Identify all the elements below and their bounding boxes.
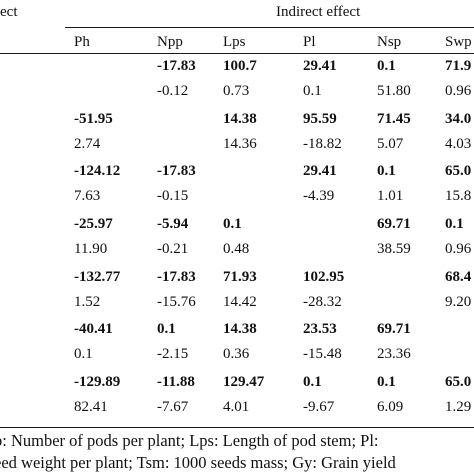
table-cell: -132.77 — [74, 269, 121, 285]
table-cell: 29.41 — [303, 163, 337, 179]
table-cell: -0.21 — [157, 241, 189, 257]
column-header-ph: Ph — [74, 34, 90, 50]
table-cell: 71.9 — [445, 58, 472, 74]
table-cell: -5.94 — [157, 216, 189, 232]
table-cell: 0.36 — [223, 346, 250, 362]
table-cell: 0.1 — [377, 58, 396, 74]
table-cell: 0.1 — [445, 216, 464, 232]
group-header-rule — [65, 27, 474, 28]
table-cell: -11.88 — [157, 374, 195, 390]
table-cell: 0.1 — [74, 346, 93, 362]
table-cell: 71.93 — [223, 269, 257, 285]
table-cell: 23.53 — [303, 321, 337, 337]
table-cell: 0.96 — [445, 241, 472, 257]
table-cell: -7.67 — [157, 399, 189, 415]
table-bottom-rule — [0, 427, 474, 428]
table-cell: 11.90 — [74, 241, 108, 257]
table-cell: 0.1 — [223, 216, 242, 232]
table-cell: -129.89 — [74, 374, 121, 390]
table-cell: 0.1 — [157, 321, 176, 337]
table-cell: 9.20 — [445, 294, 472, 310]
row-header-label: ect — [0, 4, 18, 20]
table-cell: 69.71 — [377, 321, 411, 337]
table-cell: 2.74 — [74, 136, 101, 152]
table-cell: -17.83 — [157, 58, 196, 74]
table-cell: -124.12 — [74, 163, 121, 179]
indirect-effect-header: Indirect effect — [276, 4, 361, 20]
table-cell: 0.1 — [377, 374, 396, 390]
header-bottom-rule — [0, 53, 474, 54]
table-cell: 51.80 — [377, 83, 411, 99]
table-cell: 15.8 — [445, 188, 472, 204]
table-cell: 95.59 — [303, 111, 337, 127]
table-cell: 65.0 — [445, 374, 472, 390]
table-cell: 14.38 — [223, 111, 257, 127]
table-cell: 1.29 — [445, 399, 472, 415]
table-cell: 0.1 — [377, 163, 396, 179]
table-cell: 6.09 — [377, 399, 404, 415]
table-cell: -15.76 — [157, 294, 196, 310]
table-cell: 1.52 — [74, 294, 101, 310]
table-cell: -17.83 — [157, 269, 196, 285]
table-cell: 65.0 — [445, 163, 472, 179]
table-cell: 0.1 — [303, 374, 322, 390]
table-cell: -2.15 — [157, 346, 189, 362]
table-cell: -0.15 — [157, 188, 189, 204]
table-cell: 4.01 — [223, 399, 250, 415]
footnote-line-2: eed weight per plant; Tsm: 1000 seeds ma… — [0, 453, 396, 472]
table-cell: 34.0 — [445, 111, 472, 127]
table-cell: -18.82 — [303, 136, 342, 152]
table-cell: 102.95 — [303, 269, 345, 285]
table-cell: 1.01 — [377, 188, 404, 204]
table-cell: 14.42 — [223, 294, 257, 310]
table-cell: 0.48 — [223, 241, 250, 257]
column-header-swp: Swp — [445, 34, 472, 50]
table-cell: 38.59 — [377, 241, 411, 257]
column-header-pl: Pl — [303, 34, 316, 50]
table-cell: 23.36 — [377, 346, 411, 362]
table-cell: 129.47 — [223, 374, 265, 390]
table-cell: -4.39 — [303, 188, 335, 204]
table-cell: 14.36 — [223, 136, 257, 152]
footnote-line-1: p: Number of pods per plant; Lps: Length… — [0, 431, 379, 450]
table-cell: 68.4 — [445, 269, 472, 285]
table-cell: -51.95 — [74, 111, 113, 127]
table-cell: 82.41 — [74, 399, 108, 415]
column-header-npp: Npp — [157, 34, 183, 50]
table-cell: 69.71 — [377, 216, 411, 232]
table-cell: -28.32 — [303, 294, 342, 310]
column-header-nsp: Nsp — [377, 34, 402, 50]
table-cell: -0.12 — [157, 83, 189, 99]
table-cell: -25.97 — [74, 216, 113, 232]
table-cell: 0.73 — [223, 83, 250, 99]
table-cell: -9.67 — [303, 399, 335, 415]
table-cell: -15.48 — [303, 346, 342, 362]
table-cell: 71.45 — [377, 111, 411, 127]
column-header-lps: Lps — [223, 34, 246, 50]
table-cell: 0.96 — [445, 83, 472, 99]
table-cell: 4.03 — [445, 136, 472, 152]
table-cell: -17.83 — [157, 163, 196, 179]
table-cell: -40.41 — [74, 321, 113, 337]
table-cell: 29.41 — [303, 58, 337, 74]
table-cell: 100.7 — [223, 58, 257, 74]
table-cell: 0.1 — [303, 83, 322, 99]
table-cell: 5.07 — [377, 136, 404, 152]
table-cell: 14.38 — [223, 321, 257, 337]
table-cell: 7.63 — [74, 188, 101, 204]
